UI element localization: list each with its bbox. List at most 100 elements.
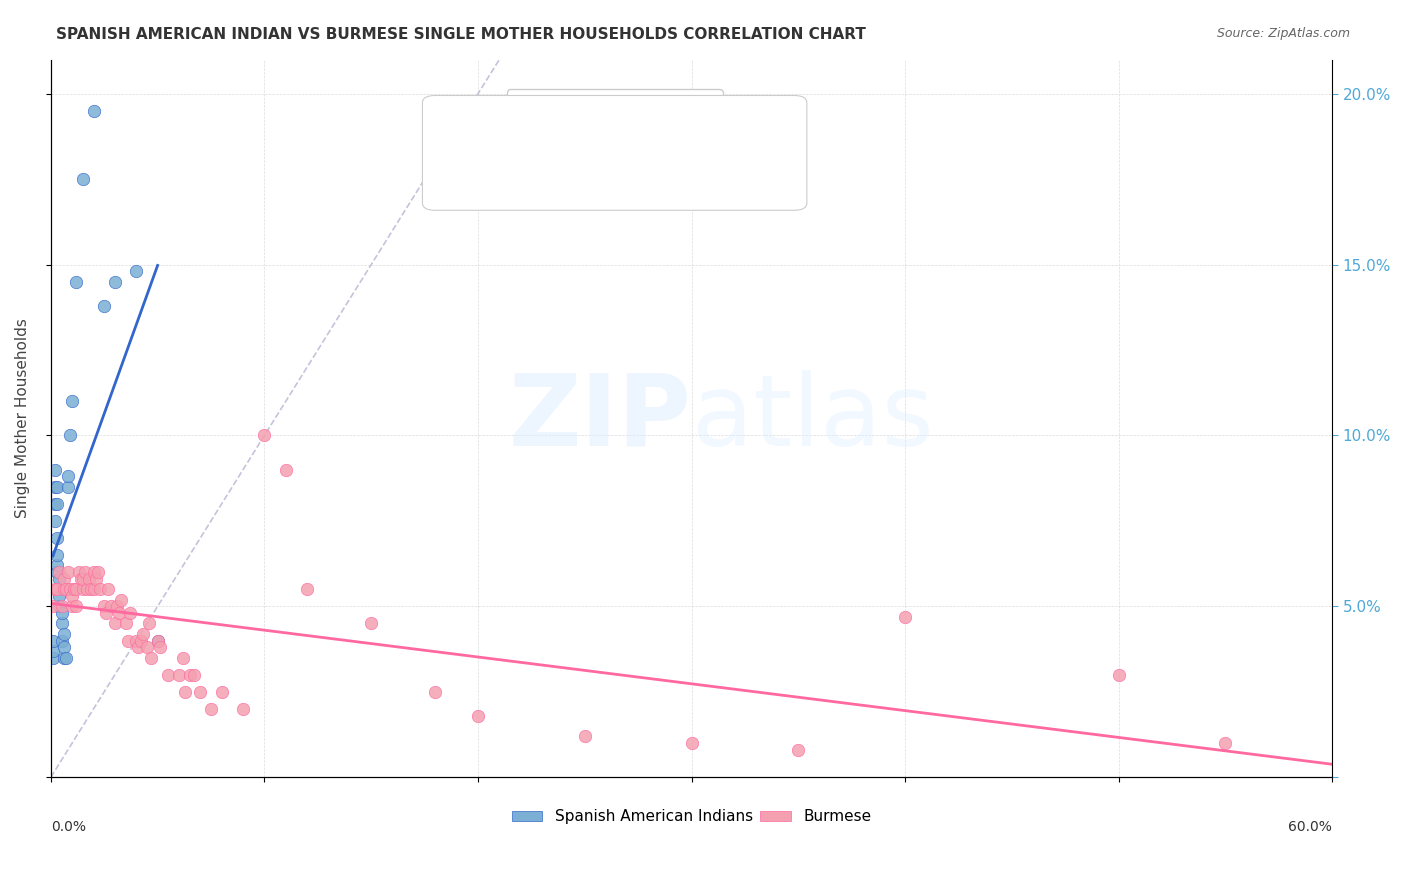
- Point: [129, 633, 152, 648]
- Point: [48, 589, 70, 603]
- Point: [188, 685, 211, 699]
- Point: [52, 650, 75, 665]
- Point: [149, 640, 172, 655]
- Point: [42, 644, 65, 658]
- Point: [787, 743, 810, 757]
- Point: [63, 582, 86, 597]
- Point: [52, 640, 75, 655]
- FancyBboxPatch shape: [422, 95, 807, 211]
- Point: [681, 736, 703, 750]
- Point: [52, 626, 75, 640]
- Point: [55, 650, 77, 665]
- Point: [179, 667, 201, 681]
- Point: [48, 565, 70, 579]
- Point: [51, 633, 73, 648]
- Point: [117, 633, 139, 648]
- Point: [108, 606, 131, 620]
- Point: [51, 599, 73, 614]
- Point: [157, 667, 180, 681]
- Point: [138, 616, 160, 631]
- Point: [51, 616, 73, 631]
- Point: [141, 650, 163, 665]
- Point: [44, 582, 66, 597]
- Point: [84, 572, 107, 586]
- Point: [1215, 736, 1237, 750]
- Point: [60, 394, 83, 409]
- Point: [65, 275, 87, 289]
- Point: [48, 572, 70, 586]
- Point: [174, 685, 197, 699]
- Point: [46, 531, 69, 545]
- Point: [200, 702, 222, 716]
- Point: [136, 640, 159, 655]
- Point: [42, 633, 65, 648]
- Point: [44, 514, 66, 528]
- Point: [51, 606, 73, 620]
- Point: [42, 650, 65, 665]
- Point: [44, 480, 66, 494]
- Point: [46, 565, 69, 579]
- Point: [56, 480, 79, 494]
- Point: [72, 572, 94, 586]
- Point: [1108, 667, 1130, 681]
- Point: [894, 609, 917, 624]
- Point: [60, 589, 83, 603]
- Point: [59, 428, 82, 442]
- Point: [46, 582, 69, 597]
- Point: [55, 582, 77, 597]
- Text: Source: ZipAtlas.com: Source: ZipAtlas.com: [1216, 27, 1350, 40]
- Point: [104, 275, 127, 289]
- Point: [89, 582, 111, 597]
- Point: [65, 582, 87, 597]
- Text: atlas: atlas: [692, 370, 934, 467]
- Point: [80, 582, 103, 597]
- Point: [574, 729, 596, 743]
- Point: [48, 599, 70, 614]
- Point: [100, 599, 122, 614]
- Point: [97, 582, 120, 597]
- Point: [83, 565, 105, 579]
- Point: [425, 685, 447, 699]
- Text: 0.0%: 0.0%: [51, 821, 86, 834]
- Point: [72, 172, 94, 186]
- Point: [274, 463, 297, 477]
- Point: [146, 633, 169, 648]
- Point: [360, 616, 382, 631]
- Point: [146, 633, 169, 648]
- Point: [76, 582, 98, 597]
- Point: [118, 606, 141, 620]
- Point: [56, 565, 79, 579]
- Point: [73, 565, 96, 579]
- Text: ZIP: ZIP: [509, 370, 692, 467]
- Point: [96, 606, 118, 620]
- Point: [46, 548, 69, 562]
- Point: [93, 599, 115, 614]
- Point: [77, 572, 100, 586]
- Point: [46, 480, 69, 494]
- Point: [114, 616, 136, 631]
- Point: [167, 667, 190, 681]
- Point: [131, 626, 153, 640]
- Text: SPANISH AMERICAN INDIAN VS BURMESE SINGLE MOTHER HOUSEHOLDS CORRELATION CHART: SPANISH AMERICAN INDIAN VS BURMESE SINGL…: [56, 27, 866, 42]
- Point: [127, 640, 149, 655]
- Point: [72, 582, 94, 597]
- Point: [83, 103, 105, 118]
- Point: [59, 582, 82, 597]
- Point: [44, 497, 66, 511]
- Point: [44, 463, 66, 477]
- Text: 60.0%: 60.0%: [1288, 821, 1333, 834]
- Point: [105, 599, 128, 614]
- Point: [46, 558, 69, 573]
- Point: [183, 667, 205, 681]
- Point: [125, 633, 148, 648]
- Point: [172, 650, 194, 665]
- Point: [46, 497, 69, 511]
- Point: [83, 582, 105, 597]
- Y-axis label: Single Mother Households: Single Mother Households: [15, 318, 30, 518]
- Point: [56, 469, 79, 483]
- Point: [211, 685, 233, 699]
- Point: [60, 599, 83, 614]
- Point: [87, 565, 110, 579]
- Point: [295, 582, 318, 597]
- Point: [110, 592, 132, 607]
